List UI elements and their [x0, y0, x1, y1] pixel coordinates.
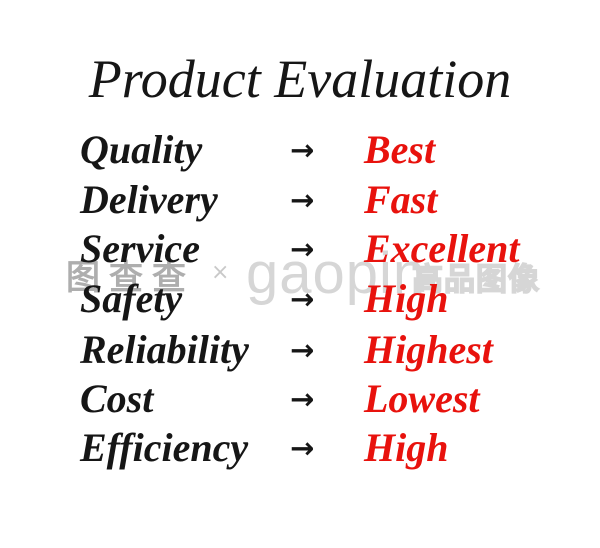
watermark-brand-cn-text: 高品图像 — [411, 262, 540, 298]
evaluation-row-cost: Cost → Lowest — [0, 374, 600, 424]
attribute-label: Cost — [80, 376, 154, 421]
rating-value: High — [364, 425, 449, 470]
evaluation-row-delivery: Delivery → Fast — [0, 175, 600, 225]
watermark-multiply-icon: × — [211, 260, 230, 285]
right-arrow-icon: → — [290, 133, 315, 167]
rating-value: Excellent — [364, 226, 520, 271]
right-arrow-icon: → — [290, 333, 315, 367]
attribute-label: Safety — [80, 276, 183, 321]
attribute-label: Efficiency — [80, 425, 249, 470]
evaluation-row-reliability: Reliability → Highest — [0, 325, 600, 375]
rating-value: Lowest — [364, 376, 480, 421]
evaluation-row-service: Service → Excellent — [0, 224, 600, 274]
attribute-label: Delivery — [80, 177, 218, 222]
right-arrow-icon: → — [290, 431, 315, 465]
watermark-cn-left-text: 图查查 — [66, 258, 195, 298]
watermark-brand-text: gaopin — [246, 241, 427, 306]
right-arrow-icon: → — [290, 232, 315, 266]
evaluation-row-quality: Quality → Best — [0, 125, 600, 175]
attribute-label: Service — [80, 226, 200, 271]
rating-value: Best — [364, 127, 436, 172]
attribute-label: Quality — [80, 127, 203, 172]
attribute-label: Reliability — [80, 327, 249, 372]
rating-value: Highest — [364, 327, 493, 372]
right-arrow-icon: → — [290, 183, 315, 217]
right-arrow-icon: → — [290, 282, 315, 316]
page-title: Product Evaluation — [88, 49, 512, 109]
rating-value: Fast — [364, 177, 438, 222]
evaluation-row-efficiency: Efficiency → High — [0, 423, 600, 473]
right-arrow-icon: → — [290, 382, 315, 416]
evaluation-row-safety: Safety → High — [0, 274, 600, 324]
rating-value: High — [364, 276, 449, 321]
